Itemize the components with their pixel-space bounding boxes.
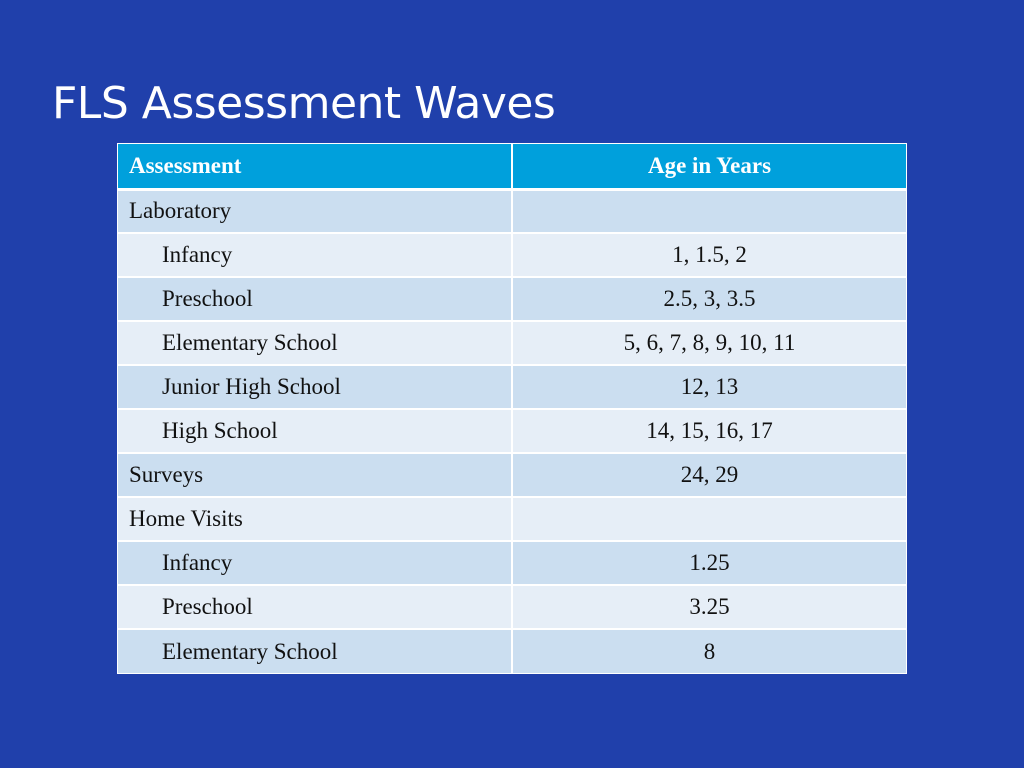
- age-cell: [512, 497, 906, 542]
- table-row: High School 14, 15, 16, 17: [118, 409, 906, 454]
- table-row: Surveys 24, 29: [118, 453, 906, 498]
- age-cell: [512, 189, 906, 234]
- assessment-waves-table: Assessment Age in Years Laboratory Infan…: [117, 143, 907, 674]
- assessment-cell: Junior High School: [118, 365, 513, 410]
- table-row: Infancy 1.25: [118, 541, 906, 586]
- assessment-cell: Laboratory: [118, 189, 513, 234]
- assessment-cell: High School: [118, 409, 513, 454]
- table-row: Preschool 2.5, 3, 3.5: [118, 277, 906, 322]
- age-cell: 8: [512, 629, 906, 673]
- column-header-age-in-years: Age in Years: [512, 144, 906, 191]
- age-cell: 14, 15, 16, 17: [512, 409, 906, 454]
- age-cell: 3.25: [512, 585, 906, 630]
- age-cell: 1, 1.5, 2: [512, 233, 906, 278]
- age-cell: 1.25: [512, 541, 906, 586]
- table-header-row: Assessment Age in Years: [118, 144, 906, 191]
- assessment-cell: Preschool: [118, 585, 513, 630]
- table-row: Home Visits: [118, 497, 906, 542]
- age-cell: 24, 29: [512, 453, 906, 498]
- table-row: Preschool 3.25: [118, 585, 906, 630]
- assessment-cell: Surveys: [118, 453, 513, 498]
- column-header-assessment: Assessment: [118, 144, 513, 191]
- assessment-cell: Elementary School: [118, 321, 513, 366]
- age-cell: 2.5, 3, 3.5: [512, 277, 906, 322]
- assessment-cell: Home Visits: [118, 497, 513, 542]
- table-row: Elementary School 5, 6, 7, 8, 9, 10, 11: [118, 321, 906, 366]
- assessment-cell: Elementary School: [118, 629, 513, 673]
- assessment-cell: Preschool: [118, 277, 513, 322]
- age-cell: 5, 6, 7, 8, 9, 10, 11: [512, 321, 906, 366]
- table-row: Elementary School 8: [118, 629, 906, 673]
- table-row: Laboratory: [118, 189, 906, 234]
- assessment-cell: Infancy: [118, 233, 513, 278]
- slide-title: FLS Assessment Waves: [52, 78, 556, 129]
- assessment-cell: Infancy: [118, 541, 513, 586]
- table-row: Infancy 1, 1.5, 2: [118, 233, 906, 278]
- age-cell: 12, 13: [512, 365, 906, 410]
- table-row: Junior High School 12, 13: [118, 365, 906, 410]
